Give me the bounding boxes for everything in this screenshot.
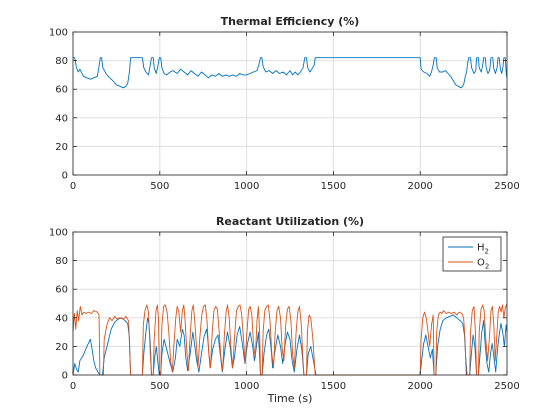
x-tick-label: 0 — [70, 381, 76, 392]
y-tick-label: 20 — [55, 342, 68, 353]
axes-background — [73, 32, 507, 175]
y-tick-label: 80 — [55, 256, 68, 267]
x-tick-label: 2000 — [407, 381, 432, 392]
x-tick-label: 2500 — [494, 181, 519, 192]
x-tick-label: 0 — [70, 181, 76, 192]
legend-box — [442, 236, 502, 272]
y-tick-label: 0 — [62, 371, 68, 382]
y-tick-label: 100 — [49, 28, 68, 39]
x-tick-label: 500 — [150, 181, 169, 192]
y-tick-label: 60 — [55, 85, 68, 96]
x-tick-label: 1500 — [321, 181, 346, 192]
x-tick-label: 500 — [150, 381, 169, 392]
y-tick-label: 20 — [55, 142, 68, 153]
y-tick-label: 100 — [49, 228, 68, 239]
axes-1: 0 500 1000 1500 2000 2500 0 20 40 60 80 100 Thermal … — [49, 15, 520, 192]
axes-box — [72, 231, 508, 376]
axes-2: 0 500 1000 1500 2000 2500 0 20 40 60 80 100 Reactant… — [49, 215, 520, 405]
legend-label-h2: H2 — [477, 243, 489, 256]
axes-background — [73, 232, 507, 375]
series-line-efficiency — [73, 57, 508, 89]
x-tick-label: 2500 — [494, 381, 519, 392]
chart-title: Reactant Utilization (%) — [216, 215, 364, 228]
x-tick-label: 1000 — [234, 181, 259, 192]
chart-title: Thermal Efficiency (%) — [221, 15, 360, 28]
x-tick-label: 1000 — [234, 381, 259, 392]
legend-label-o2: O2 — [477, 258, 489, 271]
y-tick-label: 80 — [55, 56, 68, 67]
x-tick-label: 1500 — [321, 381, 346, 392]
y-tick-label: 60 — [55, 285, 68, 296]
x-tick-label: 2000 — [407, 181, 432, 192]
axes-box — [72, 31, 508, 176]
x-axis-label: Time (s) — [267, 392, 313, 405]
y-tick-label: 40 — [55, 313, 68, 324]
series-line-o2 — [72, 304, 508, 376]
y-tick-label: 40 — [55, 113, 68, 124]
y-tick-label: 0 — [62, 171, 68, 182]
